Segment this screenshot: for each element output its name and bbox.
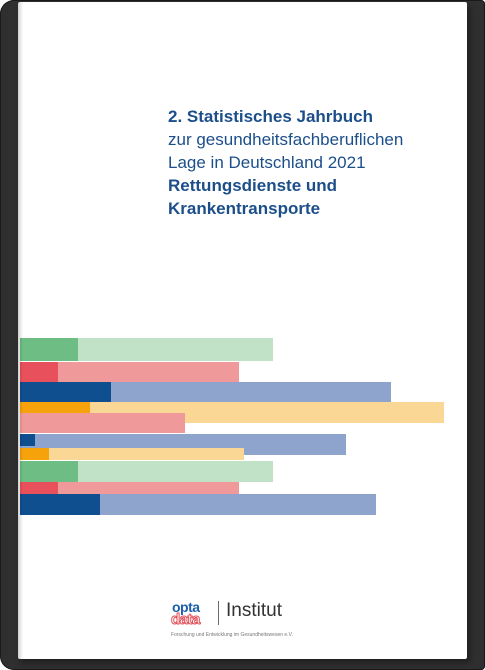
cover-page: 2. Statistisches Jahrbuch zur gesundheit… bbox=[18, 2, 467, 659]
bar-light bbox=[20, 382, 391, 402]
cover-title: 2. Statistisches Jahrbuch zur gesundheit… bbox=[168, 105, 467, 220]
title-line-2: zur gesundheitsfachberuflichen bbox=[168, 130, 404, 149]
bar-light bbox=[20, 482, 239, 494]
bar-dark bbox=[20, 494, 100, 515]
bar-dark bbox=[20, 362, 58, 383]
title-line-4: Rettungsdienste und bbox=[168, 176, 338, 195]
bar-light bbox=[20, 338, 273, 361]
bar-light bbox=[20, 362, 239, 383]
bar-light bbox=[20, 494, 376, 515]
bar-dark bbox=[20, 382, 111, 402]
bar-dark bbox=[20, 461, 78, 482]
logo-tagline: Forschung und Entwicklung im Gesundheits… bbox=[171, 632, 293, 638]
logo-data-text: data bbox=[171, 611, 201, 629]
bar-light bbox=[20, 413, 444, 423]
logo-institut-text: Institut bbox=[226, 600, 282, 621]
title-line-3: Lage in Deutschland 2021 bbox=[168, 153, 366, 172]
opta-data-logo-mark: opta data bbox=[168, 599, 213, 629]
bar-dark bbox=[20, 338, 78, 361]
bar-block bbox=[20, 413, 185, 433]
bar-dark bbox=[20, 434, 35, 446]
logo-opta-text: opta bbox=[172, 599, 200, 615]
bar-light bbox=[20, 461, 273, 482]
logo-divider bbox=[218, 601, 219, 625]
opta-data-institut-logo: opta data Institut Forschung und Entwick… bbox=[168, 599, 328, 639]
bar-dark bbox=[20, 448, 49, 460]
title-line-5: Krankentransporte bbox=[168, 199, 321, 218]
bar-light bbox=[20, 402, 444, 413]
title-line-1: 2. Statistisches Jahrbuch bbox=[168, 107, 374, 126]
bar-dark bbox=[20, 482, 58, 494]
bar-light bbox=[20, 448, 244, 460]
bar-dark bbox=[20, 402, 90, 413]
